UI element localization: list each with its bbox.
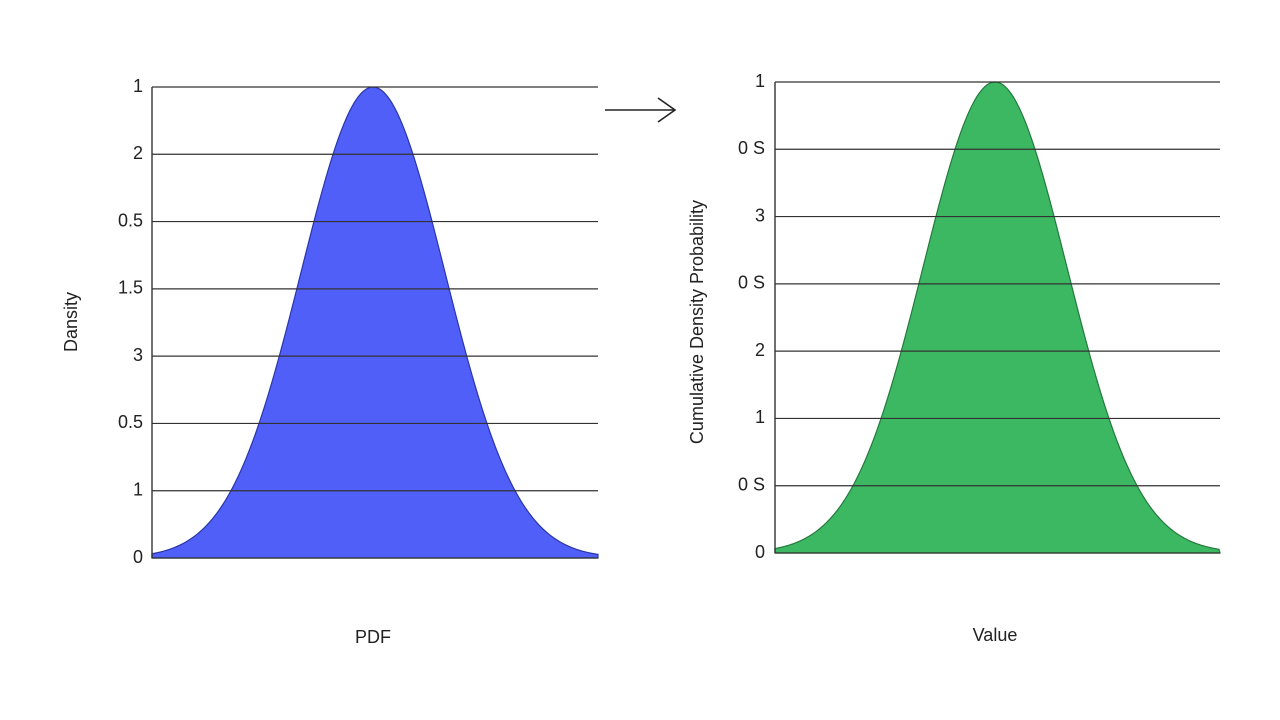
tick-label: 3 bbox=[133, 345, 143, 365]
tick-label: 1.5 bbox=[118, 278, 143, 298]
x-axis-label: PDF bbox=[355, 627, 391, 647]
tick-label: 0.5 bbox=[118, 210, 143, 230]
tick-label: 1 bbox=[133, 76, 143, 96]
x-axis-label: Value bbox=[973, 625, 1018, 645]
pdf-panel: 1 2 0.5 1.5 3 0.5 1 0 Dansity PDF bbox=[61, 76, 599, 647]
tick-label: 1 bbox=[133, 479, 143, 499]
arrow bbox=[605, 97, 677, 123]
tick-label: 3 bbox=[755, 205, 765, 225]
y-axis-label: Cumulative Density Probability bbox=[687, 200, 707, 444]
tick-label: 0.5 bbox=[118, 412, 143, 432]
arrow-head bbox=[657, 97, 677, 123]
tick-label: 1 bbox=[755, 407, 765, 427]
tick-label: 2 bbox=[755, 340, 765, 360]
tick-label: 0 S bbox=[738, 273, 765, 293]
bell-curve bbox=[774, 81, 1221, 554]
tick-label: 0 bbox=[755, 542, 765, 562]
tick-label: 1 bbox=[755, 71, 765, 91]
tick-label: 2 bbox=[133, 143, 143, 163]
tick-label: 0 S bbox=[738, 138, 765, 158]
tick-label: 0 bbox=[133, 547, 143, 567]
bell-curve bbox=[151, 86, 599, 559]
cdf-panel: 1 0 S 3 0 S 2 1 0 S 0 Cumulative Density Probabi… bbox=[687, 71, 1221, 645]
y-axis-label: Dansity bbox=[61, 292, 81, 352]
tick-label: 0 S bbox=[738, 474, 765, 494]
